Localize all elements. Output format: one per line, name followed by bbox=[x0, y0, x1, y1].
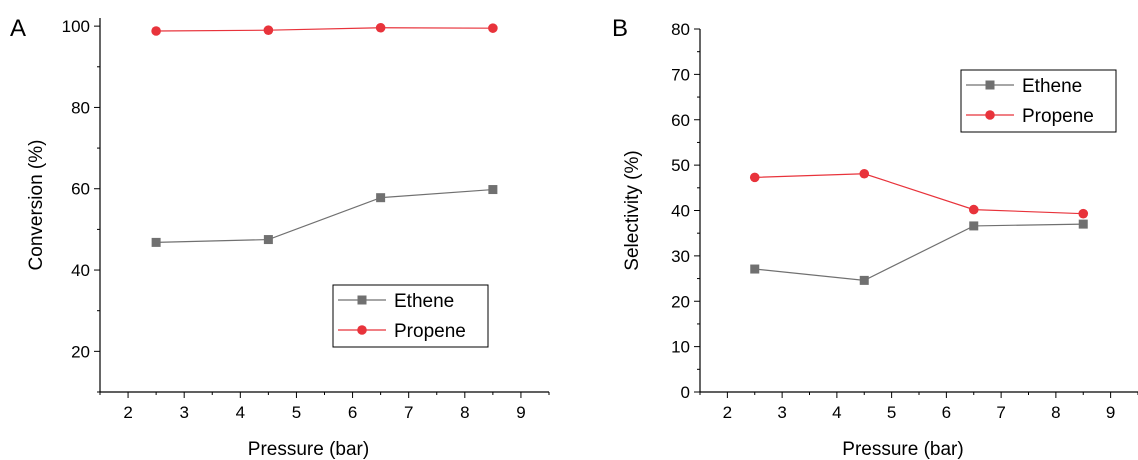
series-ethene bbox=[151, 185, 498, 247]
legend-marker-propene bbox=[985, 110, 995, 120]
series-propene bbox=[749, 168, 1089, 219]
data-point-propene bbox=[859, 168, 870, 179]
y-tick-label: 100 bbox=[62, 17, 90, 36]
y-tick-label: 20 bbox=[671, 292, 690, 311]
legend-marker-ethene bbox=[357, 295, 367, 305]
x-tick-label: 6 bbox=[942, 403, 951, 422]
chart-panel-a: A 2 3 4 5 6 7 8 9 20 40 60 80 100 Pressure (bar) Conver… bbox=[10, 15, 550, 460]
y-tick-label: 0 bbox=[681, 383, 690, 402]
y-tick-label: 50 bbox=[671, 156, 690, 175]
chart-panel-b: B 2 3 4 5 6 7 8 9 0 10 20 30 40 50 60 70 80 Pressure (bar)… bbox=[612, 15, 1138, 460]
legend: Ethene Propene bbox=[960, 69, 1117, 133]
x-tick-label: 4 bbox=[832, 403, 841, 422]
data-point-ethene bbox=[376, 193, 386, 203]
legend-label-ethene: Ethene bbox=[394, 291, 454, 312]
data-point-propene bbox=[151, 26, 161, 36]
data-point-propene bbox=[749, 172, 760, 183]
y-tick-label: 40 bbox=[71, 261, 90, 280]
data-point-propene bbox=[1078, 208, 1089, 219]
data-point-ethene bbox=[151, 237, 161, 247]
y-tick-label: 70 bbox=[671, 65, 690, 84]
x-tick-label: 2 bbox=[123, 403, 132, 422]
x-axis-title: Pressure (bar) bbox=[842, 439, 963, 460]
y-tick-label: 40 bbox=[671, 202, 690, 221]
y-tick-label: 20 bbox=[71, 342, 90, 361]
data-point-ethene bbox=[859, 275, 869, 285]
legend-marker-ethene bbox=[985, 80, 995, 90]
y-tick-label: 60 bbox=[671, 111, 690, 130]
data-point-ethene bbox=[263, 235, 273, 245]
legend-label-propene: Propene bbox=[1022, 106, 1094, 127]
y-tick-label: 10 bbox=[671, 338, 690, 357]
legend-label-propene: Propene bbox=[394, 321, 466, 342]
x-tick-label: 9 bbox=[516, 403, 525, 422]
x-tick-label: 7 bbox=[404, 403, 413, 422]
series-line-ethene bbox=[156, 188, 493, 243]
legend-box bbox=[960, 69, 1117, 133]
series-line-propene bbox=[754, 173, 1084, 215]
panel-letter: A bbox=[10, 15, 26, 42]
data-point-propene bbox=[968, 204, 979, 215]
data-point-propene bbox=[488, 23, 498, 33]
legend-box bbox=[332, 284, 489, 348]
data-point-propene bbox=[375, 22, 386, 33]
legend: Ethene Propene bbox=[332, 284, 489, 348]
x-tick-label: 9 bbox=[1106, 403, 1115, 422]
y-tick-label: 30 bbox=[671, 247, 690, 266]
x-tick-label: 8 bbox=[1051, 403, 1060, 422]
y-tick-label: 80 bbox=[671, 20, 690, 39]
data-point-propene bbox=[263, 25, 274, 35]
y-tick-label: 80 bbox=[71, 98, 90, 117]
series-line-propene bbox=[156, 27, 493, 32]
x-tick-label: 3 bbox=[179, 403, 188, 422]
data-point-ethene bbox=[750, 264, 760, 274]
series-line-ethene bbox=[754, 223, 1084, 281]
series-ethene bbox=[750, 219, 1088, 285]
x-tick-label: 2 bbox=[723, 403, 732, 422]
data-point-ethene bbox=[1078, 219, 1088, 229]
x-tick-label: 4 bbox=[236, 403, 245, 422]
panel-letter: B bbox=[612, 15, 628, 42]
data-point-ethene bbox=[488, 185, 498, 195]
y-axis-title: Selectivity (%) bbox=[622, 150, 643, 270]
legend-marker-propene bbox=[357, 325, 367, 335]
x-tick-label: 5 bbox=[887, 403, 896, 422]
y-axis-title: Conversion (%) bbox=[26, 140, 47, 271]
x-tick-label: 3 bbox=[777, 403, 786, 422]
x-tick-label: 5 bbox=[292, 403, 301, 422]
series-propene bbox=[151, 22, 498, 36]
x-tick-label: 8 bbox=[460, 403, 469, 422]
y-tick-label: 60 bbox=[71, 180, 90, 199]
x-tick-label: 7 bbox=[996, 403, 1005, 422]
data-point-ethene bbox=[969, 221, 979, 231]
x-axis-title: Pressure (bar) bbox=[248, 439, 369, 460]
x-tick-label: 6 bbox=[348, 403, 357, 422]
legend-label-ethene: Ethene bbox=[1022, 76, 1082, 97]
